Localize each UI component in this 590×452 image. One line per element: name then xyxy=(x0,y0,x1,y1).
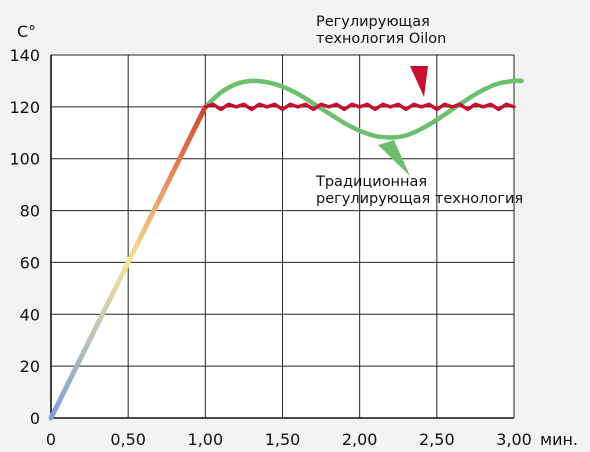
y-tick-label: 100 xyxy=(9,150,40,169)
series-oilon-line xyxy=(203,102,516,112)
y-tick-label: 120 xyxy=(9,98,40,117)
x-tick-label: 3,00 xyxy=(496,430,532,449)
x-tick-label: 1,00 xyxy=(188,430,224,449)
y-axis-label: C° xyxy=(17,22,36,41)
y-tick-labels: 0 20 40 60 80 100 120 140 xyxy=(9,46,40,428)
series-layer xyxy=(48,78,524,421)
annotation-traditional-line1: Традиционная xyxy=(315,174,427,190)
y-tick-label: 60 xyxy=(20,253,40,272)
series-traditional-line xyxy=(203,78,524,140)
annotation-oilon-line1: Регулирующая xyxy=(316,14,430,30)
annotation-traditional-line2: регулирующая технология xyxy=(316,191,523,207)
annotation-oilon: Регулирующая технология Oilon xyxy=(316,14,446,97)
x-tick-label: 1,50 xyxy=(265,430,301,449)
annotation-traditional-arrow xyxy=(378,140,410,176)
y-tick-label: 80 xyxy=(20,202,40,221)
annotation-oilon-arrow xyxy=(410,66,428,97)
y-tick-label: 40 xyxy=(20,305,40,324)
series-ramp-line xyxy=(48,104,208,421)
axes xyxy=(50,55,514,419)
y-tick-label: 0 xyxy=(30,409,40,428)
annotation-oilon-line2: технология Oilon xyxy=(316,31,446,47)
x-tick-labels: 0 0,50 1,00 1,50 2,00 2,50 3,00 xyxy=(46,430,532,449)
y-tick-label: 20 xyxy=(20,357,40,376)
annotation-traditional: Традиционная регулирующая технология xyxy=(315,140,523,207)
y-tick-label: 140 xyxy=(9,46,40,65)
x-axis-unit: мин. xyxy=(540,430,578,449)
x-tick-label: 2,00 xyxy=(342,430,378,449)
x-tick-label: 0,50 xyxy=(110,430,146,449)
x-tick-label: 2,50 xyxy=(419,430,455,449)
x-tick-label: 0 xyxy=(46,430,56,449)
